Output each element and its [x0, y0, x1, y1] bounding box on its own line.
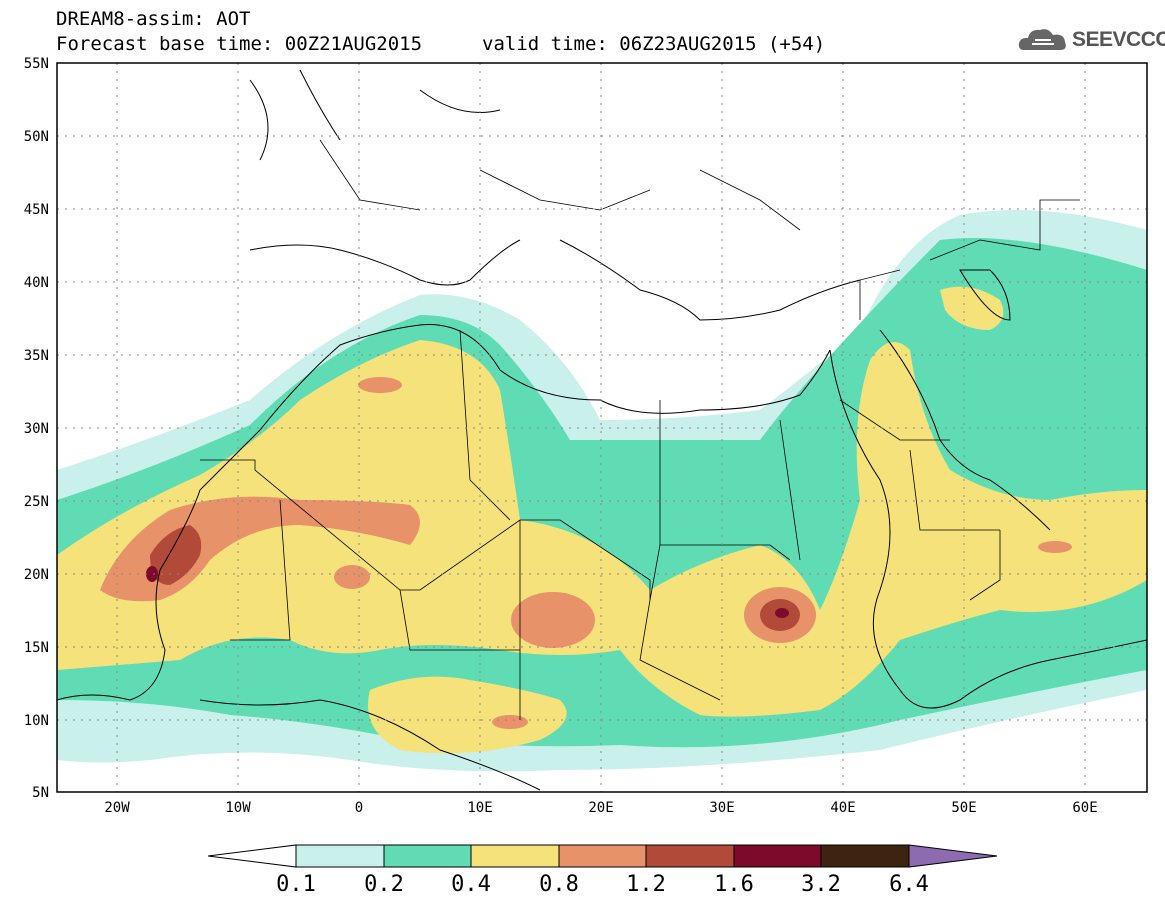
colorbar-label: 1.2	[626, 872, 666, 897]
lat-label: 55N	[24, 56, 49, 72]
lat-label: 10N	[24, 713, 49, 729]
lon-label: 30E	[709, 800, 734, 816]
colorbar-swatch	[820, 844, 910, 868]
colorbar-swatch	[295, 844, 385, 868]
lon-label: 20E	[588, 800, 613, 816]
colorbar-swatch	[645, 844, 735, 868]
aot-level-0.4-sahel	[368, 676, 567, 754]
lon-label: 10W	[225, 800, 251, 816]
borders	[200, 139, 1080, 720]
colorbar-label: 0.1	[276, 872, 316, 897]
colorbar-label: 0.8	[539, 872, 579, 897]
logo-text: SEEVCCC	[1072, 28, 1165, 51]
lat-lon-grid	[57, 63, 1147, 792]
lat-label: 40N	[24, 275, 49, 291]
colorbar-label: 0.2	[364, 872, 404, 897]
aot-level-0.8-south	[492, 715, 528, 729]
colorbar-label: 6.4	[889, 872, 929, 897]
coastlines	[57, 69, 1147, 791]
lat-labels: 55N 50N 45N 40N 35N 30N 25N 20N 15N 10N …	[24, 56, 49, 801]
lon-label: 0	[355, 800, 363, 816]
lat-label: 5N	[32, 785, 49, 801]
cloud-icon	[1018, 29, 1066, 50]
aot-level-0.8-arabia	[1038, 541, 1072, 553]
lon-labels: 20W 10W 0 10E 20E 30E 40E 50E 60E	[104, 800, 1097, 816]
colorbar-labels: 0.1 0.2 0.4 0.8 1.2 1.6 3.2 6.4	[276, 872, 929, 897]
seevccc-logo: SEEVCCC	[1018, 24, 1165, 58]
lon-label: 10E	[467, 800, 492, 816]
lat-label: 15N	[24, 640, 49, 656]
colorbar-swatch	[470, 844, 560, 868]
aot-level-0.8-central	[511, 592, 595, 648]
colorbar-swatch	[733, 844, 822, 868]
colorbar-label: 0.4	[451, 872, 491, 897]
colorbar-high-arrow	[908, 844, 998, 868]
lon-label: 50E	[951, 800, 976, 816]
lon-label: 60E	[1072, 800, 1097, 816]
lat-label: 50N	[24, 129, 49, 145]
lon-label: 40E	[830, 800, 855, 816]
colorbar	[207, 844, 998, 868]
lat-label: 25N	[24, 494, 49, 510]
valid-time: valid time: 06Z23AUG2015 (+54)	[482, 33, 826, 55]
aot-level-0.4	[57, 340, 1147, 717]
aot-level-0.8-mid	[334, 565, 370, 589]
aot-level-1.2	[150, 525, 202, 585]
aot-level-0.8-north	[358, 377, 402, 393]
map-title: DREAM8-assim: AOT	[56, 8, 251, 30]
lat-label: 35N	[24, 348, 49, 364]
aot-level-0.4-north	[940, 286, 1004, 330]
colorbar-swatch	[383, 844, 472, 868]
forecast-base-time: Forecast base time: 00Z21AUG2015	[56, 33, 423, 55]
colorbar-label: 3.2	[801, 872, 841, 897]
lon-label: 20W	[104, 800, 130, 816]
lat-label: 20N	[24, 567, 49, 583]
colorbar-swatch	[558, 844, 647, 868]
aot-level-1.6-east	[775, 608, 789, 618]
lat-label: 30N	[24, 421, 49, 437]
map-frame	[56, 62, 1148, 793]
aot-fields	[57, 210, 1147, 772]
aot-level-1.6	[146, 566, 158, 582]
lat-label: 45N	[24, 202, 49, 218]
colorbar-low-arrow	[207, 844, 297, 868]
colorbar-label: 1.6	[714, 872, 754, 897]
